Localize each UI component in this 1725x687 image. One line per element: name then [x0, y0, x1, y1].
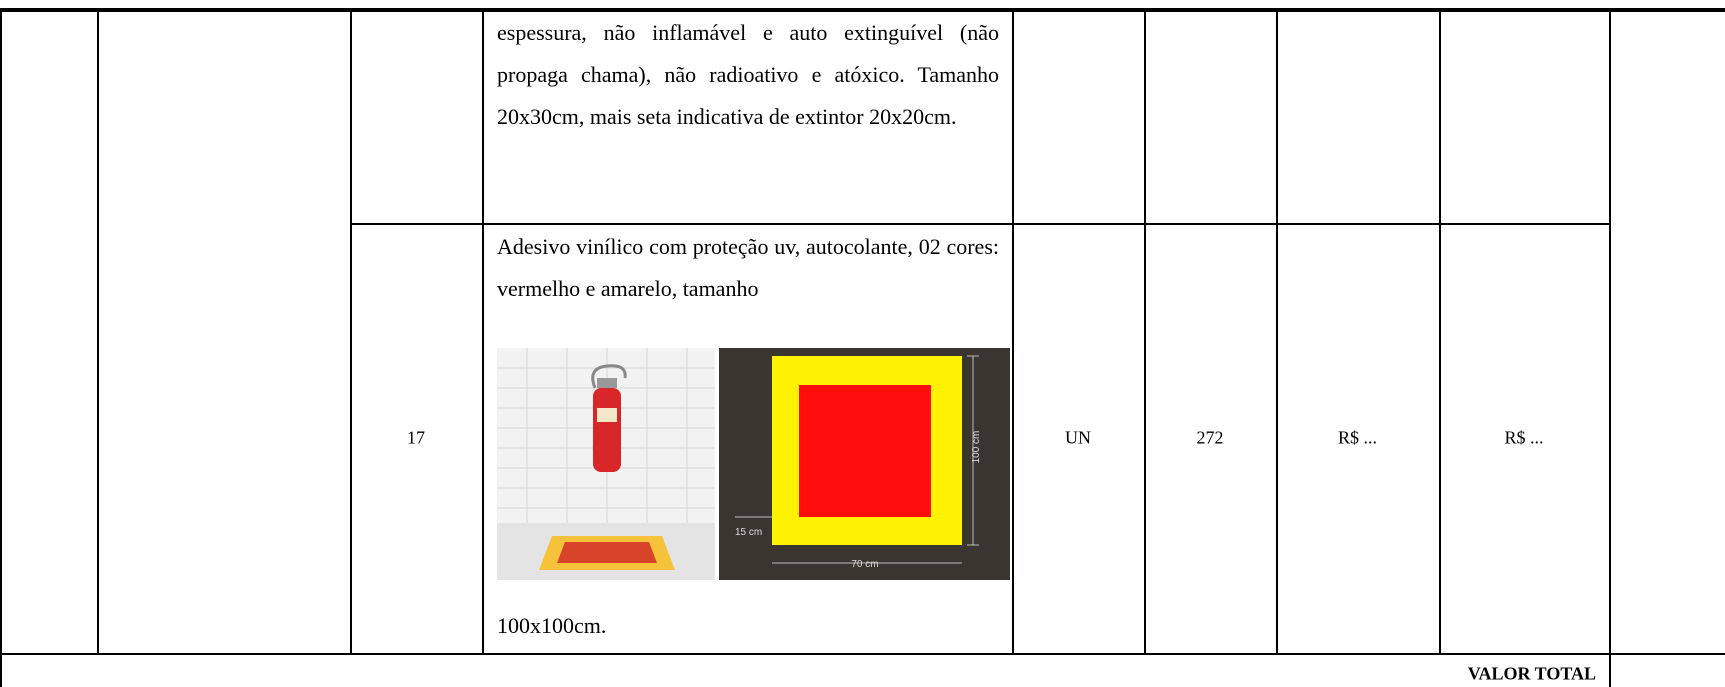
row-border — [350, 223, 1610, 225]
unit-price: R$ ... — [1337, 427, 1377, 448]
col-border — [350, 10, 352, 653]
total-price: R$ ... — [1504, 427, 1544, 448]
image-label: 70 cm — [851, 559, 878, 570]
col-border — [97, 10, 99, 653]
description: espessura, não inflamável e auto extingu… — [497, 20, 999, 129]
image-label: 15 cm — [735, 527, 762, 538]
unit: UN — [1065, 427, 1091, 448]
item-number: 17 — [407, 427, 425, 448]
quantity: 272 — [1196, 427, 1224, 448]
top-border — [0, 8, 1725, 12]
row-border — [0, 653, 1725, 655]
col-border — [1439, 10, 1441, 653]
product-image: 100 cm 15 cm 70 cm — [497, 348, 1010, 580]
image-label: 100 cm — [971, 431, 982, 464]
col-border — [1276, 10, 1278, 653]
col-border — [482, 10, 484, 653]
col-border — [1012, 10, 1014, 653]
description: Adesivo vinílico com proteção uv, autoco… — [497, 234, 999, 301]
description: 100x100cm. — [497, 613, 607, 638]
col-border — [1609, 10, 1611, 687]
col-border — [0, 10, 2, 687]
col-border — [1144, 10, 1146, 653]
footer-label: VALOR TOTAL — [1467, 663, 1596, 684]
